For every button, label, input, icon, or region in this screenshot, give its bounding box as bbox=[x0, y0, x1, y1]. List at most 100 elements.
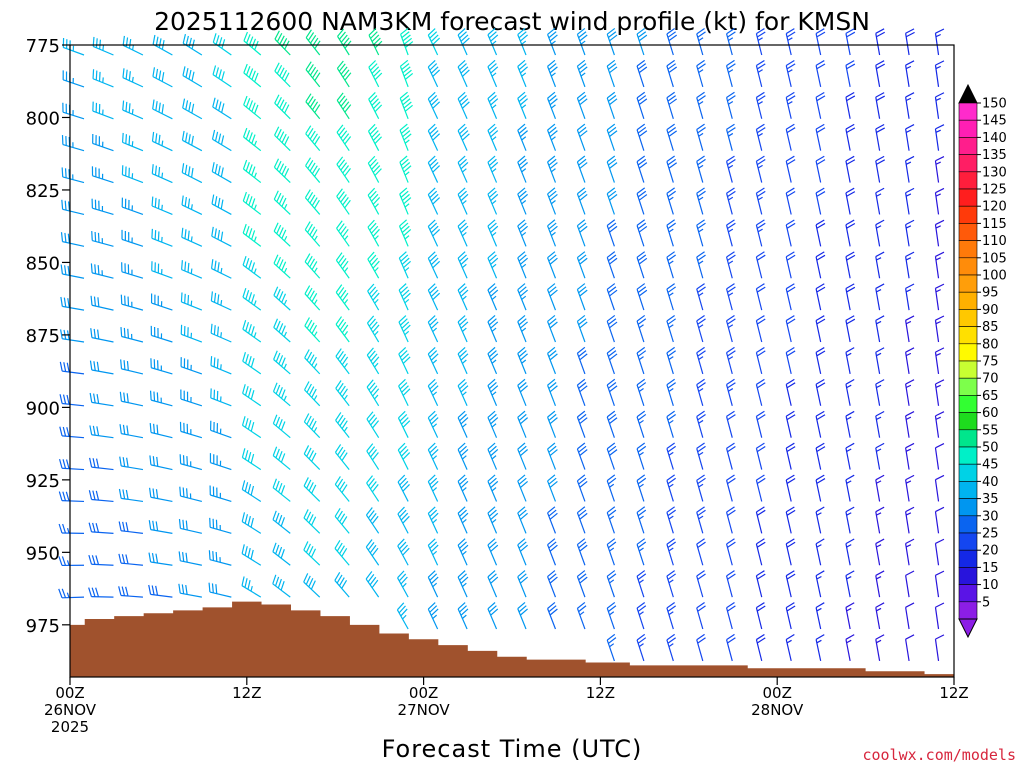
wind-barb bbox=[92, 69, 114, 88]
wind-barb bbox=[398, 315, 411, 343]
barb-half-flag bbox=[432, 582, 438, 588]
barb-flag bbox=[816, 318, 826, 325]
barb-flag bbox=[273, 254, 279, 264]
barb-flag bbox=[815, 123, 825, 130]
barb-half-flag bbox=[638, 515, 644, 520]
barb-shaft bbox=[151, 270, 173, 279]
barb-flag bbox=[340, 226, 347, 235]
colorbar-label-40: 40 bbox=[982, 475, 999, 490]
wind-barb bbox=[242, 223, 262, 247]
barb-flag bbox=[335, 380, 342, 389]
wind-barb bbox=[576, 474, 588, 502]
barb-flag bbox=[666, 314, 675, 322]
barb-flag bbox=[401, 31, 410, 39]
wind-barb bbox=[303, 541, 321, 566]
wind-barb bbox=[815, 187, 826, 215]
barb-flag bbox=[314, 168, 321, 177]
colorbar-label-5: 5 bbox=[982, 595, 990, 610]
barb-flag bbox=[67, 233, 70, 244]
barb-half-flag bbox=[609, 483, 615, 488]
barb-shaft bbox=[303, 453, 321, 470]
barb-flag bbox=[668, 98, 678, 105]
barb-flag bbox=[548, 509, 557, 517]
y-tick-label-975: 975 bbox=[26, 616, 60, 637]
barb-shaft bbox=[305, 69, 321, 88]
barb-flag bbox=[905, 442, 915, 449]
barb-shaft bbox=[517, 289, 527, 311]
barb-flag bbox=[275, 288, 281, 299]
barb-flag bbox=[335, 252, 343, 261]
colorbar-label-65: 65 bbox=[982, 389, 999, 404]
barb-flag bbox=[578, 318, 587, 326]
barb-shaft bbox=[243, 40, 262, 56]
barb-flag bbox=[245, 258, 250, 268]
barb-shaft bbox=[606, 384, 615, 406]
barb-flag bbox=[308, 386, 315, 396]
barb-flag bbox=[244, 514, 249, 524]
barb-shaft bbox=[367, 194, 380, 215]
wind-barb bbox=[666, 219, 677, 247]
barb-flag bbox=[517, 123, 526, 131]
barb-shaft bbox=[934, 607, 940, 630]
barb-flag bbox=[245, 162, 250, 172]
barb-flag bbox=[636, 601, 646, 609]
barb-flag bbox=[254, 104, 259, 114]
wind-barb bbox=[367, 251, 380, 279]
barb-flag bbox=[666, 187, 675, 194]
barb-flag bbox=[786, 127, 796, 134]
barb-flag bbox=[905, 31, 915, 38]
barb-flag bbox=[815, 506, 825, 513]
barb-half-flag bbox=[935, 65, 941, 70]
barb-flag bbox=[334, 476, 341, 485]
wind-barb bbox=[785, 442, 796, 470]
barb-flag bbox=[845, 570, 855, 577]
barb-flag bbox=[305, 29, 312, 38]
barb-flag bbox=[311, 133, 318, 143]
barb-shaft bbox=[725, 607, 733, 630]
barb-shaft bbox=[180, 527, 202, 534]
barb-flag bbox=[178, 518, 182, 529]
barb-flag bbox=[637, 95, 647, 102]
wind-barb bbox=[696, 251, 706, 279]
barb-flag bbox=[217, 262, 220, 272]
wind-barb bbox=[182, 66, 203, 88]
barb-flag bbox=[579, 544, 588, 552]
barb-flag bbox=[96, 426, 100, 436]
barb-half-flag bbox=[698, 132, 704, 137]
barb-flag bbox=[274, 576, 280, 587]
barb-shaft bbox=[427, 289, 439, 311]
barb-flag bbox=[310, 516, 317, 526]
barb-shaft bbox=[875, 575, 881, 598]
barb-flag bbox=[402, 484, 410, 492]
wind-barb bbox=[272, 510, 291, 534]
barb-half-flag bbox=[374, 267, 379, 272]
barb-half-flag bbox=[132, 44, 135, 51]
barb-half-flag bbox=[609, 579, 615, 584]
barb-flag bbox=[337, 287, 345, 296]
wind-barb bbox=[815, 474, 826, 502]
wind-barb bbox=[118, 488, 144, 503]
barb-flag bbox=[399, 509, 407, 518]
barb-shaft bbox=[576, 289, 586, 311]
barb-half-flag bbox=[668, 515, 674, 520]
barb-shaft bbox=[243, 168, 262, 184]
barb-shaft bbox=[487, 385, 498, 407]
barb-flag bbox=[577, 506, 586, 514]
wind-barb bbox=[547, 570, 558, 598]
barb-half-flag bbox=[816, 639, 822, 644]
barb-flag bbox=[370, 449, 377, 458]
barb-flag bbox=[606, 506, 616, 514]
wind-barb bbox=[576, 123, 588, 151]
wind-barb bbox=[785, 91, 796, 119]
barb-half-flag bbox=[668, 196, 674, 201]
barb-half-flag bbox=[161, 204, 163, 211]
barb-shaft bbox=[517, 161, 527, 183]
barb-half-flag bbox=[220, 364, 222, 370]
barb-flag bbox=[401, 95, 410, 102]
barb-half-flag bbox=[521, 136, 527, 141]
barb-flag bbox=[371, 34, 380, 42]
barb-flag bbox=[280, 517, 286, 527]
wind-barb bbox=[934, 506, 945, 534]
wind-barb bbox=[118, 553, 143, 566]
barb-half-flag bbox=[905, 161, 912, 165]
